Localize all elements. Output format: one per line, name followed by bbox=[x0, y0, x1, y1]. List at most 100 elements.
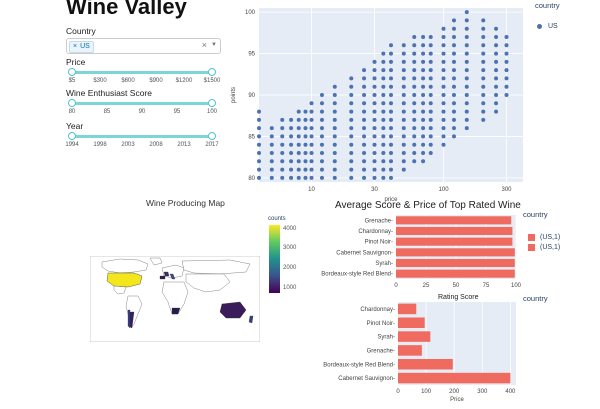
scatter-point bbox=[441, 84, 446, 89]
slider-tick-label: $5 bbox=[68, 78, 76, 84]
scatter-point bbox=[349, 167, 354, 172]
slider-handle[interactable] bbox=[68, 99, 76, 107]
top-legend-item[interactable]: (US,1) bbox=[528, 244, 560, 251]
scatter-point bbox=[309, 101, 314, 106]
slider-handle[interactable] bbox=[208, 99, 216, 107]
slider-handle[interactable] bbox=[68, 132, 76, 140]
chevron-down-icon[interactable]: ▼ bbox=[211, 42, 217, 48]
slider-tick-label: 80 bbox=[68, 109, 76, 115]
slider-handle[interactable] bbox=[68, 68, 76, 76]
scatter-point bbox=[349, 93, 354, 97]
y-axis-title: points bbox=[231, 87, 237, 103]
scatter-point bbox=[296, 126, 301, 131]
scatter-point bbox=[504, 59, 509, 64]
scatter-point bbox=[389, 76, 393, 81]
scatter-chart[interactable]: 80 85 90 95 100 10 30 100 300 price points bbox=[225, 0, 530, 205]
scatter-point bbox=[494, 51, 499, 56]
scatter-point bbox=[464, 68, 469, 73]
scatter-point bbox=[372, 76, 377, 81]
scatter-point bbox=[303, 175, 308, 180]
scatter-point bbox=[401, 134, 406, 139]
chip-remove-icon[interactable]: × bbox=[73, 43, 78, 50]
x-tick-label: 0 bbox=[394, 283, 398, 289]
scatter-point bbox=[296, 142, 301, 147]
country-chip[interactable]: × US bbox=[69, 41, 94, 53]
bottom-legend-title: country bbox=[523, 294, 548, 303]
scatter-point bbox=[421, 35, 426, 39]
scatter-point bbox=[389, 142, 393, 147]
scatter-point bbox=[269, 175, 274, 180]
scatter-point bbox=[389, 126, 393, 131]
world-map[interactable] bbox=[90, 256, 260, 342]
scatter-point bbox=[401, 76, 406, 81]
scatter-point bbox=[372, 175, 377, 180]
slider-tick-mark bbox=[211, 77, 213, 79]
scatter-point bbox=[481, 51, 486, 56]
scatter-point bbox=[441, 101, 446, 106]
scatter-point bbox=[381, 126, 386, 131]
scatter-point bbox=[464, 93, 469, 97]
scatter-point bbox=[381, 68, 386, 73]
scatter-point bbox=[257, 117, 261, 122]
scatter-point bbox=[464, 26, 469, 31]
scatter-point bbox=[451, 93, 456, 97]
scatter-point bbox=[421, 43, 426, 48]
scatter-point bbox=[401, 117, 406, 122]
scatter-point bbox=[372, 126, 377, 131]
slider-track[interactable] bbox=[72, 102, 212, 105]
slider-tick-label: 1994 bbox=[65, 142, 79, 148]
country-dropdown[interactable]: × US × ▼ bbox=[66, 38, 221, 54]
price-slider[interactable]: $5 $300 $600 $900 $1200 $1500 bbox=[68, 66, 220, 88]
scatter-point bbox=[464, 43, 469, 48]
scatter-point bbox=[451, 134, 456, 139]
scatter-point bbox=[332, 159, 337, 164]
scatter-point bbox=[362, 93, 367, 97]
scatter-point bbox=[309, 167, 314, 172]
scatter-point bbox=[381, 142, 386, 147]
map-country-usa bbox=[106, 272, 143, 288]
clear-icon[interactable]: × bbox=[201, 40, 207, 50]
scatter-point bbox=[421, 126, 426, 131]
scatter-point bbox=[389, 43, 393, 48]
year-slider[interactable]: 1994 1998 2003 2008 2013 2017 bbox=[65, 130, 219, 152]
top-rated-bar-chart[interactable]: 0 25 50 75 100 Grenache- Chardonnay- Pinot Noir… bbox=[290, 210, 525, 292]
top-legend-item[interactable]: (US,1) bbox=[528, 234, 560, 241]
scatter-point bbox=[412, 117, 417, 122]
scatter-point bbox=[441, 134, 446, 139]
score-slider[interactable]: 80 85 90 95 100 bbox=[68, 97, 217, 119]
scatter-point bbox=[464, 59, 469, 64]
scatter-point bbox=[481, 26, 486, 31]
rating-score-bar-chart[interactable]: 0 100 200 300 400 Chardonnay- Pinot Noir- Syrah… bbox=[290, 300, 525, 409]
scatter-point bbox=[257, 151, 261, 155]
colorbar-tick: 3000 bbox=[283, 245, 297, 251]
slider-track[interactable] bbox=[72, 135, 212, 138]
scatter-point bbox=[428, 109, 433, 114]
scatter-point bbox=[494, 59, 499, 64]
scatter-point bbox=[319, 101, 324, 106]
scatter-point bbox=[481, 59, 486, 64]
scatter-legend-item[interactable]: US bbox=[537, 23, 558, 30]
scatter-point bbox=[257, 126, 261, 131]
top-legend[interactable]: (US,1) (US,1) bbox=[528, 234, 560, 251]
scatter-point bbox=[451, 35, 456, 39]
slider-handle[interactable] bbox=[208, 132, 216, 140]
scatter-point bbox=[494, 76, 499, 81]
slider-track[interactable] bbox=[72, 71, 212, 74]
scatter-point bbox=[421, 93, 426, 97]
scatter-point bbox=[289, 151, 294, 155]
year-label: Year bbox=[66, 121, 84, 131]
slider-tick-mark bbox=[211, 141, 213, 143]
scatter-point bbox=[332, 134, 337, 139]
scatter-point bbox=[481, 43, 486, 48]
scatter-point bbox=[412, 84, 417, 89]
scatter-point bbox=[401, 101, 406, 106]
scatter-point bbox=[280, 126, 285, 131]
scatter-point bbox=[362, 151, 367, 155]
scatter-point bbox=[389, 84, 393, 89]
scatter-point bbox=[401, 109, 406, 114]
scatter-point bbox=[464, 10, 469, 15]
slider-handle[interactable] bbox=[208, 68, 216, 76]
scatter-point bbox=[412, 35, 417, 39]
scatter-point bbox=[362, 126, 367, 131]
scatter-point bbox=[494, 101, 499, 106]
